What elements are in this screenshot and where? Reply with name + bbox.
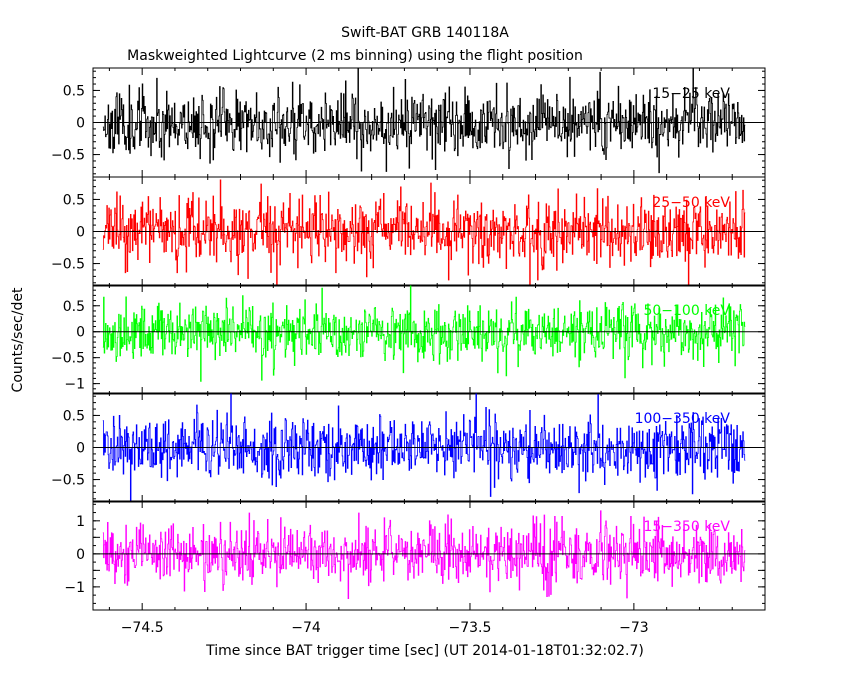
x-tick-label: −73 (619, 620, 649, 636)
y-tick-label: 0.5 (63, 408, 85, 424)
band-label-3: 50−100 keV (643, 303, 730, 319)
panel-5: 1 0 −1 15−350 keV (64, 500, 766, 611)
panel-2: 0.5 0 −0.5 25−50 keV (51, 176, 766, 287)
y-tick-label: −0.5 (51, 148, 85, 164)
panels-group: 0.5 0 −0.5 15−25 keV 0.5 0 −0.5 25−50 keV 0.5 0 −0… (51, 67, 766, 636)
y-axis-label: Counts/sec/det (10, 287, 26, 392)
band-label-4: 100−350 keV (635, 411, 731, 427)
y-tick-label: 0.5 (63, 299, 85, 315)
series-line-1 (102, 68, 746, 174)
series-line-3 (102, 285, 746, 382)
y-tick-label: 0 (76, 325, 85, 341)
band-label-5: 15−350 keV (643, 519, 730, 535)
x-tick-label: −74 (291, 620, 321, 636)
y-tick-label: 0 (76, 225, 85, 241)
y-tick-label: 0.5 (63, 192, 85, 208)
series-line-2 (102, 179, 746, 286)
x-tick-label: −73.5 (449, 620, 492, 636)
y-tick-label: 0 (76, 116, 85, 132)
series-line-5 (102, 510, 746, 599)
panel-4: 0.5 0 −0.5 100−350 keV (51, 392, 766, 503)
y-tick-label: −1 (64, 377, 85, 393)
series-line-4 (102, 393, 746, 502)
panel-frame-3 (92, 284, 766, 395)
chart-title: Swift-BAT GRB 140118A (341, 25, 509, 41)
chart-subtitle: Maskweighted Lightcurve (2 ms binning) u… (127, 48, 583, 64)
panel-1: 0.5 0 −0.5 15−25 keV (51, 67, 766, 178)
panel-frame-5 (92, 500, 766, 611)
x-tick-label: −74.5 (121, 620, 164, 636)
y-tick-label: −0.5 (51, 351, 85, 367)
y-tick-label: 0.5 (63, 83, 85, 99)
y-tick-label: 0 (76, 441, 85, 457)
x-axis-label: Time since BAT trigger time [sec] (UT 20… (205, 643, 644, 659)
y-tick-label: −0.5 (51, 473, 85, 489)
band-label-2: 25−50 keV (652, 195, 730, 211)
y-tick-label: 1 (76, 514, 85, 530)
y-tick-label: 0 (76, 547, 85, 563)
panel-3: 0.5 0 −0.5 −1 50−100 keV (51, 284, 766, 395)
y-tick-label: −1 (64, 580, 85, 596)
band-label-1: 15−25 keV (652, 86, 730, 102)
y-tick-label: −0.5 (51, 257, 85, 273)
